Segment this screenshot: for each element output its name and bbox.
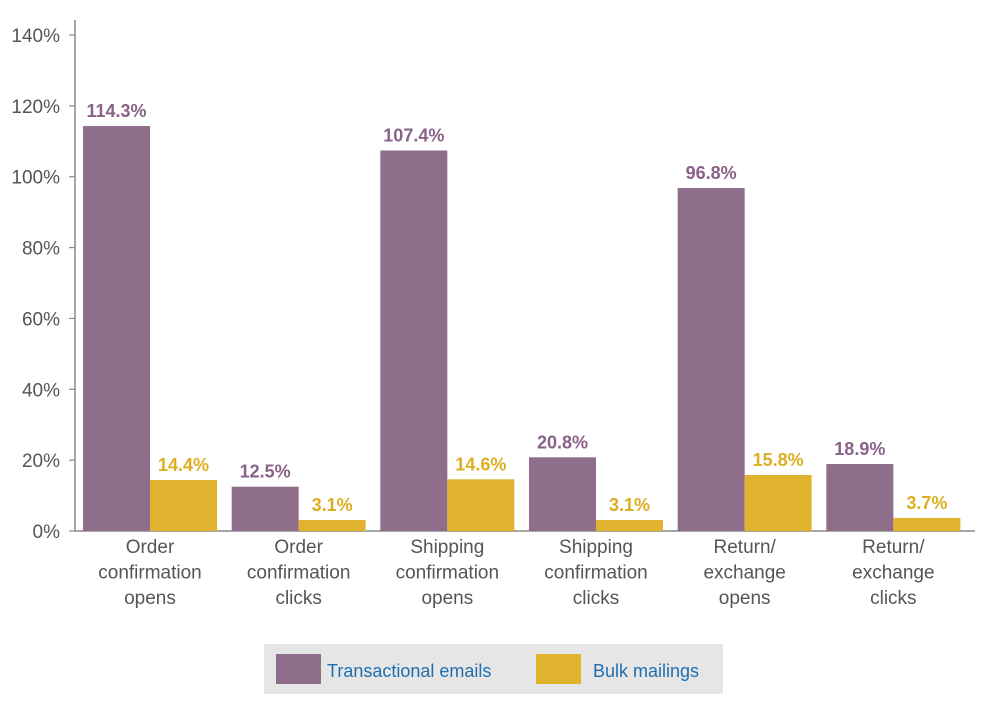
bar-transactional-3 xyxy=(529,457,596,531)
category-label: Shipping confirmation clicks xyxy=(544,537,648,609)
bar-bulk-1 xyxy=(298,520,366,531)
legend-label: Bulk mailings xyxy=(593,661,699,681)
legend-swatch xyxy=(276,654,321,684)
legend: Transactional emails Bulk mailings xyxy=(264,644,723,694)
legend-background xyxy=(264,644,723,694)
legend-label: Transactional emails xyxy=(327,661,491,681)
category-label: Order confirmation clicks xyxy=(247,537,351,609)
value-label: 3.1% xyxy=(312,495,353,515)
bar-transactional-5 xyxy=(826,464,894,531)
value-label: 114.3% xyxy=(86,101,146,121)
y-tick-label: 60% xyxy=(22,309,60,330)
x-axis-categories: Order confirmation opens Order confirmation c… xyxy=(98,537,934,609)
y-tick-label: 100% xyxy=(11,168,60,189)
value-label: 107.4% xyxy=(383,125,444,145)
bar-transactional-1 xyxy=(231,486,299,531)
y-tick-label: 80% xyxy=(22,239,60,260)
value-label: 15.8% xyxy=(753,450,804,470)
category-label: Shipping confirmation opens xyxy=(396,537,500,609)
bar-bulk-4 xyxy=(744,475,812,531)
y-tick-label: 140% xyxy=(11,26,60,47)
bars xyxy=(83,126,961,532)
bar-transactional-0 xyxy=(83,126,150,532)
bar-bulk-3 xyxy=(596,520,663,531)
bar-transactional-2 xyxy=(380,150,448,532)
category-label: Return/exchange opens xyxy=(703,537,785,609)
value-label: 3.7% xyxy=(906,493,947,513)
value-label: 3.1% xyxy=(609,495,650,515)
y-tick-label: 120% xyxy=(11,97,60,118)
value-label: 12.5% xyxy=(240,462,291,482)
y-tick-label: 0% xyxy=(33,522,61,543)
legend-swatch xyxy=(536,654,581,684)
category-label: Order confirmation opens xyxy=(98,537,202,609)
value-label: 18.9% xyxy=(834,439,885,459)
value-label: 20.8% xyxy=(537,432,588,452)
axes xyxy=(74,20,975,532)
y-tick-label: 40% xyxy=(22,380,60,401)
bar-bulk-2 xyxy=(447,479,515,531)
bar-transactional-4 xyxy=(677,188,745,531)
value-label: 14.4% xyxy=(158,455,209,475)
category-label: Return/exchange clicks xyxy=(852,537,934,609)
y-axis-ticks: 0% 20% 40% 60% 80% 100% 120% 140% xyxy=(11,26,75,543)
y-tick-label: 20% xyxy=(22,451,60,472)
value-labels: 114.3% 14.4% 12.5% 3.1% 107.4% 14.6% 20.8% 3.1%… xyxy=(86,101,947,515)
value-label: 14.6% xyxy=(455,454,506,474)
bar-bulk-5 xyxy=(893,517,961,531)
bar-bulk-0 xyxy=(150,479,217,531)
value-label: 96.8% xyxy=(686,163,737,183)
